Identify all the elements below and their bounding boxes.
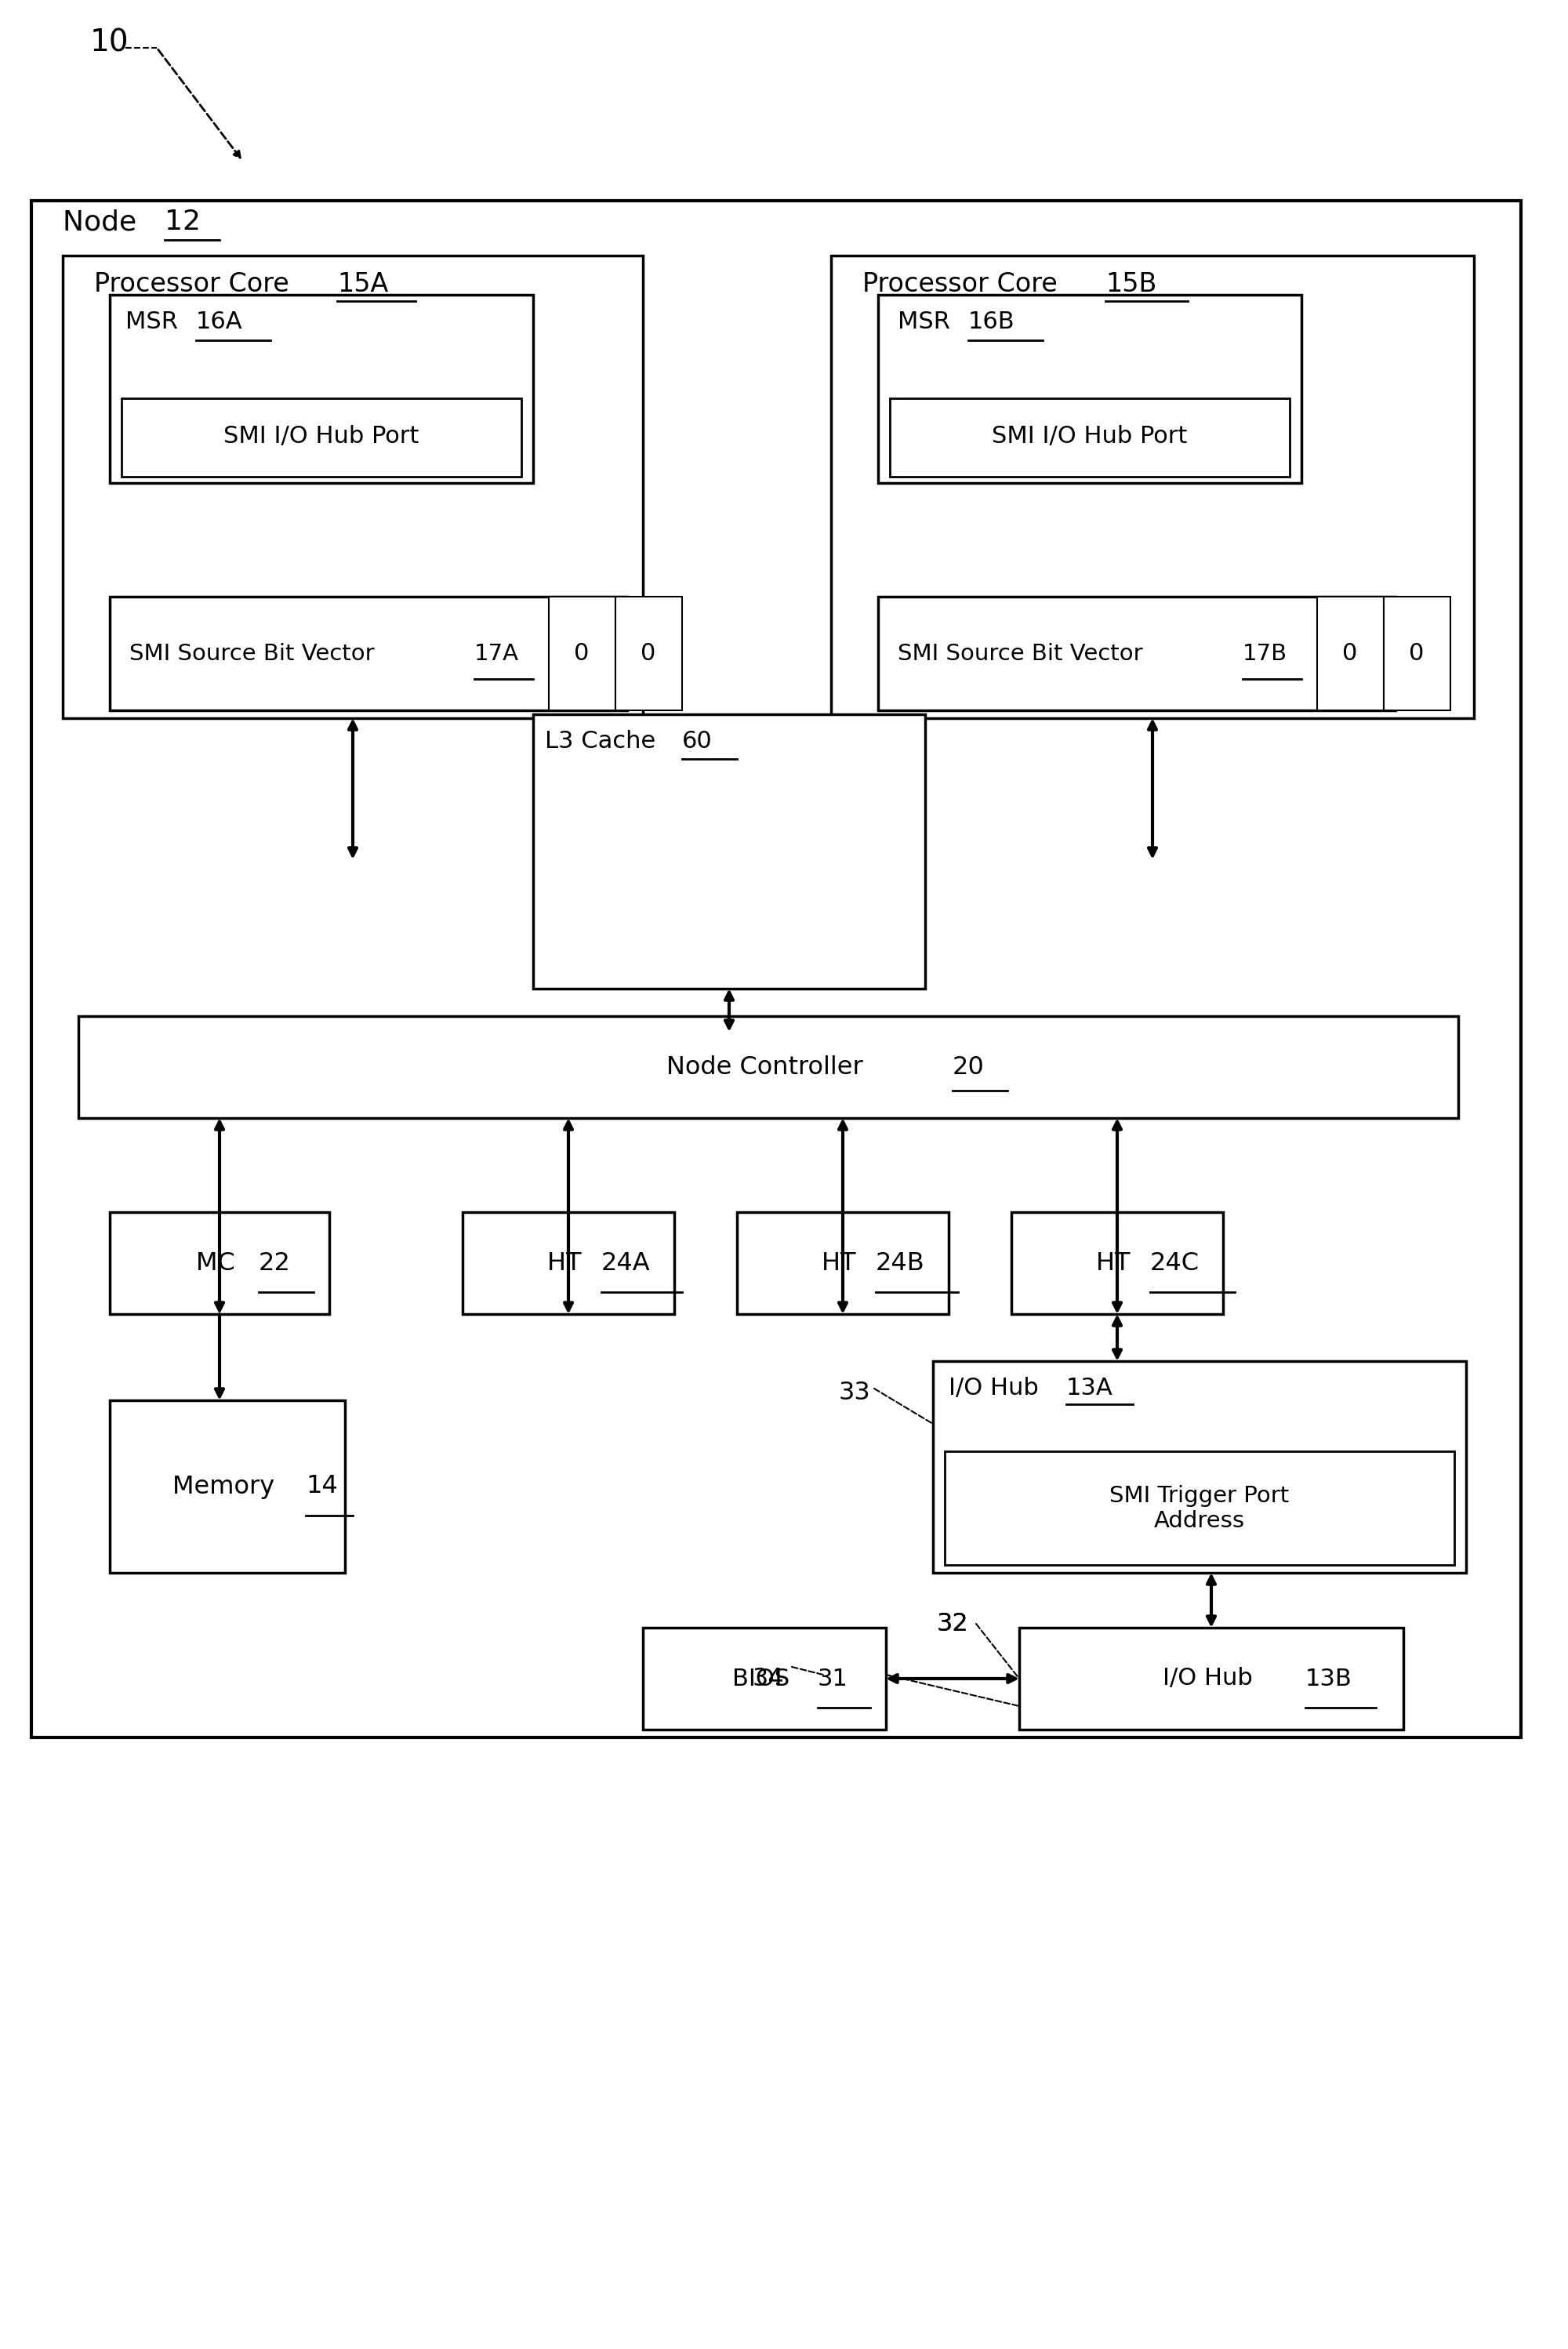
Bar: [643, 1628, 886, 1729]
Text: 24C: 24C: [1151, 1252, 1200, 1276]
Bar: [831, 256, 1474, 719]
Bar: [944, 1452, 1455, 1564]
Text: 60: 60: [682, 731, 712, 752]
Text: 0: 0: [1342, 644, 1358, 665]
Text: 33: 33: [839, 1381, 870, 1405]
Text: HT: HT: [822, 1252, 864, 1276]
Bar: [1385, 597, 1450, 709]
Bar: [533, 714, 925, 989]
Text: 0: 0: [641, 644, 655, 665]
Text: 15A: 15A: [337, 270, 389, 298]
Text: 0: 0: [574, 644, 590, 665]
Text: SMI Trigger Port
Address: SMI Trigger Port Address: [1110, 1485, 1289, 1532]
Text: SMI Source Bit Vector: SMI Source Bit Vector: [897, 644, 1149, 665]
Text: 16B: 16B: [969, 310, 1014, 334]
Bar: [549, 597, 615, 709]
Text: Node Controller: Node Controller: [666, 1055, 870, 1078]
Text: 13B: 13B: [1305, 1668, 1352, 1689]
Text: 15B: 15B: [1105, 270, 1157, 298]
Text: Processor Core: Processor Core: [862, 270, 1066, 298]
Text: 13A: 13A: [1066, 1377, 1113, 1400]
Bar: [63, 256, 643, 719]
Bar: [1019, 1628, 1403, 1729]
Bar: [737, 1212, 949, 1313]
Bar: [78, 1017, 1458, 1118]
Text: I/O Hub: I/O Hub: [1162, 1668, 1261, 1689]
Text: MSR: MSR: [897, 310, 958, 334]
Text: 20: 20: [953, 1055, 985, 1078]
Bar: [891, 399, 1289, 477]
Bar: [463, 1212, 674, 1313]
Text: 14: 14: [306, 1475, 337, 1499]
Bar: [1011, 1212, 1223, 1313]
Text: HT: HT: [547, 1252, 590, 1276]
Text: SMI I/O Hub Port: SMI I/O Hub Port: [993, 425, 1187, 446]
Text: L3 Cache: L3 Cache: [546, 731, 663, 752]
Bar: [878, 296, 1301, 484]
Text: 32: 32: [938, 1611, 969, 1637]
Text: MC: MC: [196, 1252, 243, 1276]
Text: 31: 31: [818, 1668, 848, 1689]
Bar: [110, 597, 627, 709]
Text: SMI Source Bit Vector: SMI Source Bit Vector: [129, 644, 381, 665]
Text: 17B: 17B: [1242, 644, 1287, 665]
Bar: [110, 1212, 329, 1313]
Bar: [122, 399, 521, 477]
Text: 17A: 17A: [474, 644, 519, 665]
Text: Node: Node: [63, 209, 146, 235]
Text: 22: 22: [259, 1252, 292, 1276]
Text: Processor Core: Processor Core: [94, 270, 298, 298]
Bar: [615, 597, 682, 709]
Text: 34: 34: [753, 1668, 784, 1691]
Text: HT: HT: [1096, 1252, 1138, 1276]
Bar: [110, 296, 533, 484]
Text: Memory: Memory: [172, 1475, 282, 1499]
Text: 24A: 24A: [602, 1252, 651, 1276]
Text: 10: 10: [91, 28, 129, 59]
Bar: [878, 597, 1396, 709]
Bar: [1317, 597, 1385, 709]
Text: 24B: 24B: [875, 1252, 925, 1276]
Bar: [933, 1360, 1466, 1574]
Text: 0: 0: [1410, 644, 1424, 665]
Text: BIOS: BIOS: [732, 1668, 797, 1689]
Text: 16A: 16A: [196, 310, 243, 334]
Text: I/O Hub: I/O Hub: [949, 1377, 1046, 1400]
Text: 12: 12: [165, 209, 201, 235]
Text: MSR: MSR: [125, 310, 185, 334]
Bar: [31, 200, 1521, 1738]
Text: SMI I/O Hub Port: SMI I/O Hub Port: [224, 425, 419, 446]
Bar: [110, 1400, 345, 1574]
Text: 32: 32: [938, 1611, 969, 1637]
